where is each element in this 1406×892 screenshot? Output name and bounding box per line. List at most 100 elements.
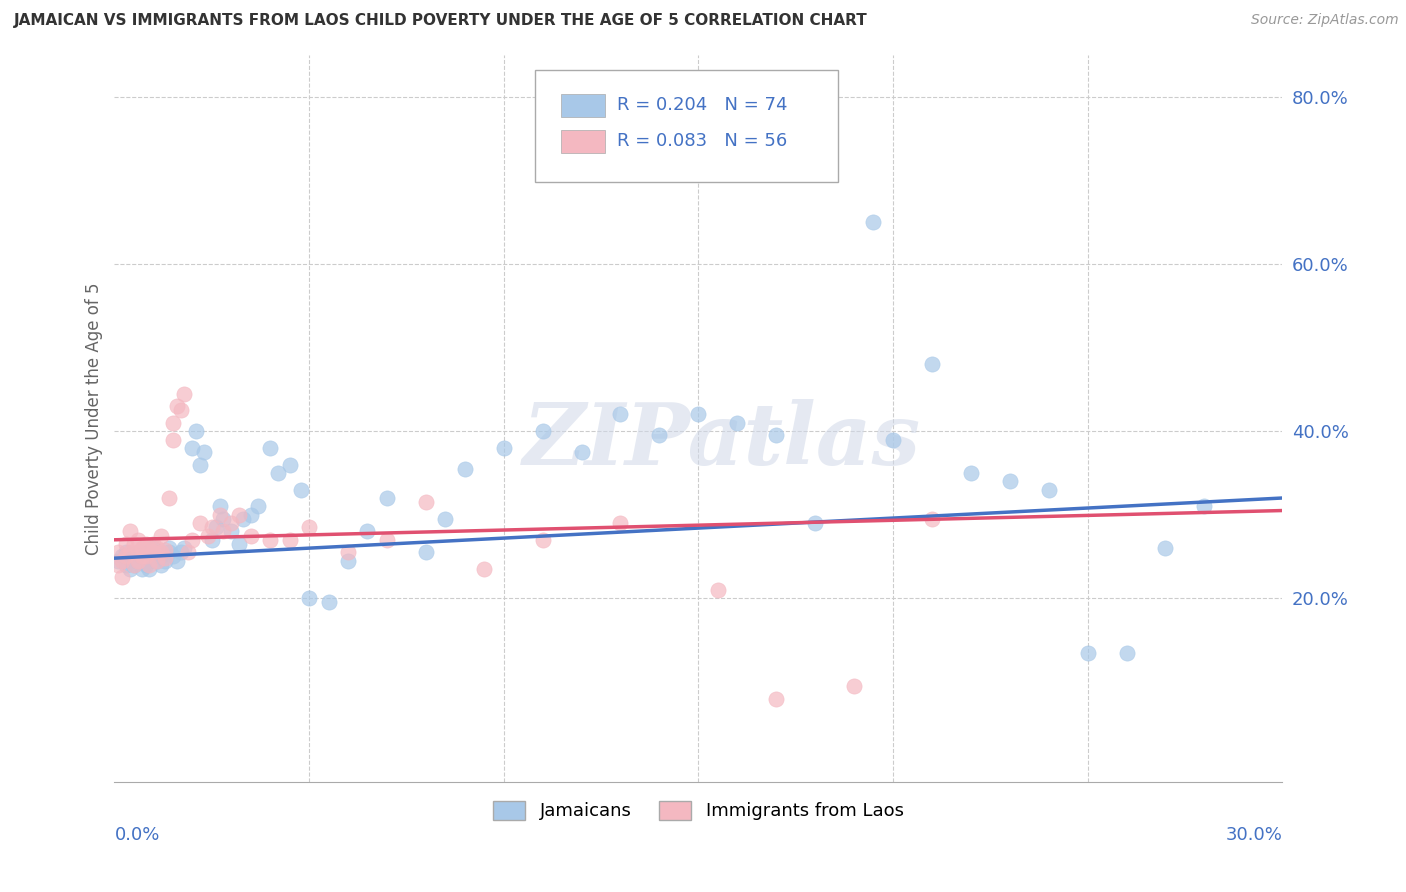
Point [688,408,710,422]
Point [197,528,219,542]
Point [146,545,169,559]
Point [131,562,153,576]
Point [228,508,250,522]
Point [201,533,224,547]
Point [298,520,321,534]
Point [122,549,145,564]
Point [153,542,176,557]
Point [336,554,359,568]
Point [259,533,281,547]
Point [127,545,149,559]
Text: R = 0.083   N = 56: R = 0.083 N = 56 [617,132,787,150]
Point [298,591,321,606]
Point [107,554,129,568]
Point [1115,646,1137,660]
Point [882,433,904,447]
Point [115,537,138,551]
FancyBboxPatch shape [534,70,838,182]
Point [290,483,312,497]
Point [142,541,165,556]
Point [142,545,165,559]
Y-axis label: Child Poverty Under the Age of 5: Child Poverty Under the Age of 5 [86,283,103,555]
Point [122,558,145,572]
Point [118,562,141,576]
Point [127,533,149,547]
Point [118,554,141,568]
Text: Source: ZipAtlas.com: Source: ZipAtlas.com [1251,13,1399,28]
Point [150,549,173,564]
Text: 30.0%: 30.0% [1226,826,1282,844]
Point [1154,541,1177,556]
Point [193,445,215,459]
Point [162,416,184,430]
Legend: Jamaicans, Immigrants from Laos: Jamaicans, Immigrants from Laos [485,794,911,828]
Point [267,466,290,480]
Point [188,458,211,472]
Point [166,399,188,413]
Point [135,558,157,572]
Point [239,508,262,522]
Point [135,549,157,564]
Point [142,537,165,551]
Point [115,549,138,564]
Point [219,524,242,539]
Point [212,524,235,539]
Point [150,545,173,559]
Point [959,466,981,480]
Point [1038,483,1060,497]
Point [707,582,730,597]
Point [157,541,180,556]
Point [107,558,129,572]
Point [127,554,149,568]
Point [135,549,157,564]
Point [219,516,242,530]
Point [138,554,160,568]
Point [278,533,301,547]
Point [375,491,398,505]
Point [725,416,748,430]
Point [415,495,437,509]
Point [454,462,477,476]
Point [169,403,191,417]
Point [162,433,184,447]
Point [531,533,554,547]
Point [278,458,301,472]
Point [131,549,153,564]
Point [609,516,631,530]
Point [135,537,157,551]
Point [259,441,281,455]
Point [188,516,211,530]
Point [157,545,180,559]
Bar [561,130,605,153]
Point [862,215,884,229]
Point [153,551,176,566]
Point [131,545,153,559]
Point [162,549,184,564]
Text: JAMAICAN VS IMMIGRANTS FROM LAOS CHILD POVERTY UNDER THE AGE OF 5 CORRELATION CH: JAMAICAN VS IMMIGRANTS FROM LAOS CHILD P… [14,13,868,29]
Point [375,533,398,547]
Point [169,545,191,559]
Point [765,691,787,706]
Point [146,554,169,568]
Point [153,554,176,568]
Point [118,545,141,559]
Point [232,512,254,526]
Point [122,537,145,551]
Point [138,541,160,556]
Point [247,500,270,514]
Point [138,562,160,576]
Point [998,475,1021,489]
Point [571,445,593,459]
Text: ZIPatlas: ZIPatlas [523,399,921,483]
Bar [561,94,605,117]
Point [204,520,226,534]
Point [115,545,138,559]
Point [921,357,943,371]
Point [177,545,200,559]
Point [115,558,138,572]
Point [166,554,188,568]
Point [150,528,173,542]
Point [434,512,457,526]
Point [146,541,169,556]
Point [146,554,169,568]
